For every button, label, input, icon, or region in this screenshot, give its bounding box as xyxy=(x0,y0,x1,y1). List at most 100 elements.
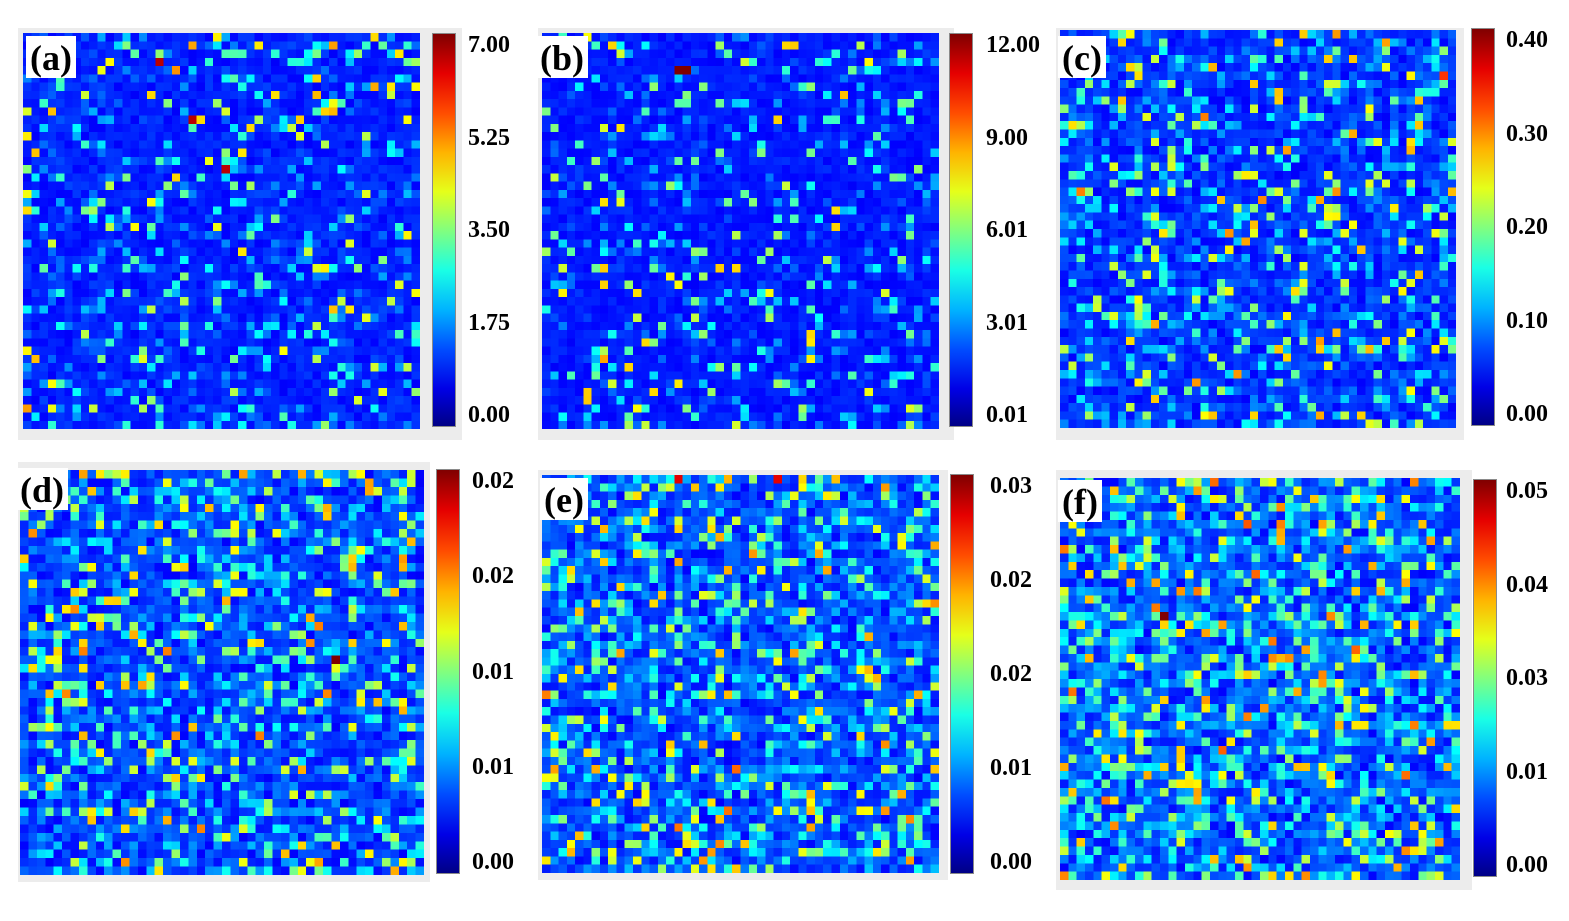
heatmap-cell xyxy=(732,412,741,421)
heatmap-cell xyxy=(666,396,675,405)
heatmap-cell xyxy=(707,247,716,256)
heatmap-cell xyxy=(806,82,816,91)
heatmap-cell xyxy=(279,404,288,413)
heatmap-cell xyxy=(221,420,230,429)
heatmap-cell xyxy=(271,354,280,364)
heatmap-cell xyxy=(922,255,931,265)
heatmap-cell xyxy=(304,404,313,413)
heatmap-cell xyxy=(823,321,832,331)
heatmap-cell xyxy=(254,90,264,100)
heatmap-cell xyxy=(897,107,907,116)
heatmap-cell xyxy=(1093,88,1102,97)
heatmap-cell xyxy=(163,404,173,413)
heatmap-cell xyxy=(105,272,115,281)
heatmap-cell xyxy=(39,74,48,83)
heatmap-cell xyxy=(279,107,288,116)
heatmap-cell xyxy=(872,255,882,265)
heatmap-cell xyxy=(320,297,330,306)
heatmap-cell xyxy=(345,115,354,124)
heatmap-cell xyxy=(171,74,181,83)
heatmap-cell xyxy=(624,247,634,256)
heatmap-cell xyxy=(229,387,239,397)
heatmap-cell xyxy=(271,247,280,256)
heatmap-cell xyxy=(287,82,297,91)
heatmap-cell xyxy=(254,396,264,405)
heatmap-cell xyxy=(312,313,321,322)
heatmap-cell xyxy=(345,33,354,42)
heatmap-cell xyxy=(930,371,939,380)
heatmap-cell xyxy=(188,206,197,215)
heatmap-cell xyxy=(56,404,65,413)
heatmap-cell xyxy=(757,173,766,182)
heatmap-cell xyxy=(806,115,816,124)
heatmap-cell xyxy=(575,321,584,331)
heatmap-cell xyxy=(542,330,551,339)
heatmap-cell xyxy=(732,338,741,347)
heatmap-cell xyxy=(1175,30,1184,39)
heatmap-cell xyxy=(566,288,576,298)
heatmap-c xyxy=(1060,30,1456,428)
heatmap-cell xyxy=(748,107,758,116)
heatmap-cell xyxy=(765,156,774,166)
heatmap-cell xyxy=(1134,79,1143,89)
heatmap-cell xyxy=(287,214,297,223)
heatmap-cell xyxy=(147,57,156,67)
heatmap-cell xyxy=(773,115,783,124)
heatmap-cell xyxy=(213,140,222,149)
heatmap-cell xyxy=(130,239,139,248)
heatmap-cell xyxy=(930,288,939,298)
heatmap-cell xyxy=(246,173,255,182)
heatmap-cell xyxy=(872,354,882,364)
heatmap-cell xyxy=(1365,38,1374,47)
heatmap-cell xyxy=(386,239,396,248)
heatmap-cell xyxy=(39,272,48,281)
heatmap-cell xyxy=(856,280,865,289)
heatmap-cell xyxy=(798,247,807,256)
heatmap-cell xyxy=(591,280,601,289)
heatmap-cell xyxy=(246,363,255,372)
heatmap-cell xyxy=(254,173,264,182)
heatmap-cell xyxy=(666,74,675,83)
heatmap-cell xyxy=(550,420,559,429)
heatmap-cell xyxy=(337,132,346,141)
heatmap-cell xyxy=(204,173,214,182)
heatmap-cell xyxy=(608,49,617,58)
heatmap-cell xyxy=(682,272,692,281)
heatmap-cell xyxy=(599,354,609,364)
heatmap-cell xyxy=(188,132,197,141)
heatmap-cell xyxy=(790,330,799,339)
heatmap-cell xyxy=(271,123,280,133)
heatmap-cell xyxy=(295,123,305,133)
heatmap-cell xyxy=(221,156,230,166)
heatmap-cell xyxy=(320,156,330,166)
heatmap-cell xyxy=(246,387,255,397)
heatmap-cell xyxy=(238,338,247,347)
heatmap-cell xyxy=(872,412,882,421)
heatmap-cell xyxy=(171,165,181,174)
heatmap-cell xyxy=(1159,46,1168,56)
heatmap-cell xyxy=(196,214,206,223)
heatmap-cell xyxy=(56,231,65,240)
heatmap-cell xyxy=(624,280,634,289)
heatmap-cell xyxy=(930,297,939,306)
heatmap-cell xyxy=(238,132,247,141)
heatmap-cell xyxy=(56,330,65,339)
heatmap-cell xyxy=(690,313,700,322)
heatmap-cell xyxy=(262,206,272,215)
heatmap-cell xyxy=(856,115,865,124)
heatmap-cell xyxy=(229,181,239,190)
heatmap-cell xyxy=(914,338,923,347)
heatmap-cell xyxy=(1200,38,1209,47)
heatmap-cell xyxy=(221,363,230,372)
heatmap-cell xyxy=(649,297,658,306)
heatmap-cell xyxy=(690,198,700,207)
heatmap-cell xyxy=(889,346,898,355)
heatmap-cell xyxy=(196,288,206,298)
heatmap-cell xyxy=(649,321,658,331)
heatmap-cell xyxy=(657,74,667,83)
heatmap-cell xyxy=(370,313,379,322)
heatmap-cell xyxy=(575,280,584,289)
heatmap-cell xyxy=(1175,71,1184,80)
heatmap-cell xyxy=(337,189,346,199)
heatmap-cell xyxy=(831,181,840,190)
